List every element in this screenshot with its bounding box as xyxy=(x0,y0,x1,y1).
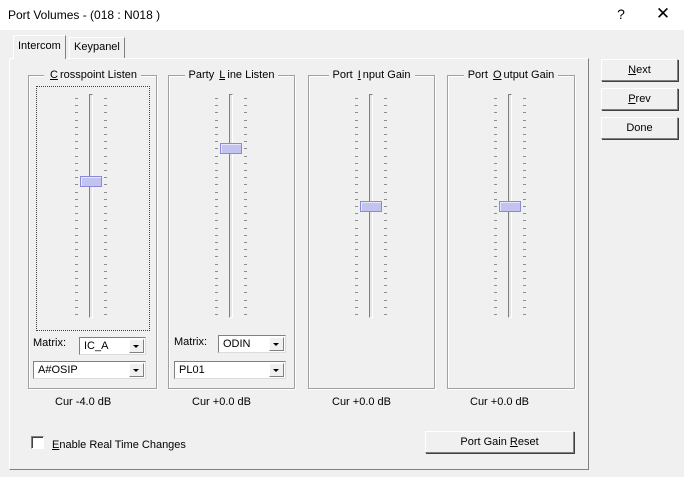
chevron-down-icon[interactable] xyxy=(269,337,284,351)
prev-button[interactable]: Prev xyxy=(601,88,678,110)
select-value: IC_A xyxy=(84,340,109,352)
focus-rectangle xyxy=(36,86,150,331)
close-button[interactable]: ✕ xyxy=(655,4,671,23)
output-gain-current-value: Cur +0.0 dB xyxy=(470,396,530,408)
slider-thumb[interactable] xyxy=(360,201,382,212)
chevron-down-icon[interactable] xyxy=(269,363,284,377)
enable-realtime-checkbox[interactable] xyxy=(31,436,44,449)
crosspoint-port-select[interactable]: A#OSIP xyxy=(33,361,146,379)
enable-realtime-label[interactable]: Enable Real Time Changes xyxy=(52,439,186,451)
done-button[interactable]: Done xyxy=(601,117,678,139)
crosspoint-matrix-select[interactable]: IC_A xyxy=(79,337,146,355)
tab-keypanel[interactable]: Keypanel xyxy=(69,37,125,58)
slider-track[interactable] xyxy=(89,94,93,318)
select-value: A#OSIP xyxy=(38,364,78,376)
input-gain-current-value: Cur +0.0 dB xyxy=(332,396,392,408)
matrix-label: Matrix: xyxy=(33,337,66,349)
window-title: Port Volumes - (018 : N018 ) xyxy=(8,8,161,22)
help-button[interactable]: ? xyxy=(617,6,625,22)
next-button[interactable]: Next xyxy=(601,59,678,81)
matrix-label: Matrix: xyxy=(174,336,207,348)
slider-track[interactable] xyxy=(229,94,233,318)
party-line-current-value: Cur +0.0 dB xyxy=(192,396,252,408)
chevron-down-icon[interactable] xyxy=(129,363,144,377)
port-gain-reset-button[interactable]: Port Gain Reset xyxy=(425,431,574,453)
select-value: PL01 xyxy=(179,364,205,376)
slider-thumb[interactable] xyxy=(220,142,242,154)
party-line-port-select[interactable]: PL01 xyxy=(174,361,286,379)
chevron-down-icon[interactable] xyxy=(129,339,144,353)
crosspoint-current-value: Cur -4.0 dB xyxy=(55,396,112,408)
party-line-matrix-select[interactable]: ODIN xyxy=(218,335,286,353)
slider-thumb[interactable] xyxy=(499,201,521,212)
slider-thumb[interactable] xyxy=(80,176,102,188)
title-bar: Port Volumes - (018 : N018 ) ? ✕ xyxy=(0,0,684,30)
tab-panel-intercom xyxy=(9,58,589,470)
select-value: ODIN xyxy=(223,338,251,350)
tab-intercom[interactable]: Intercom xyxy=(13,35,66,59)
